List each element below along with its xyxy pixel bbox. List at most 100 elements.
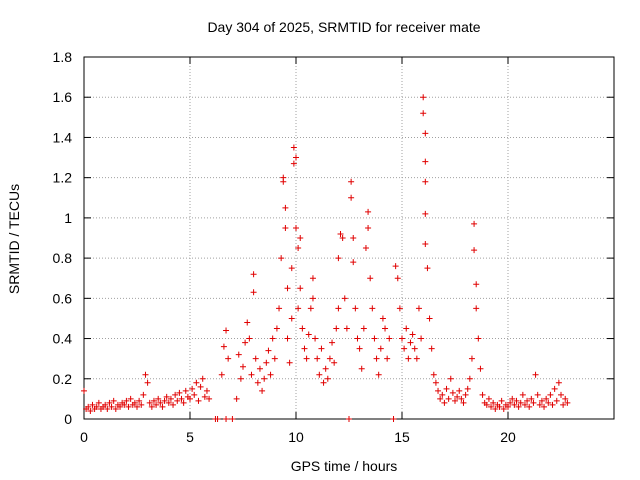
data-point: [157, 399, 164, 406]
data-point: [180, 399, 187, 406]
data-point: [420, 110, 427, 117]
data-point: [553, 397, 560, 404]
y-tick-label: 1.6: [53, 89, 73, 105]
data-point: [382, 325, 389, 332]
data-point: [322, 365, 329, 372]
data-point: [543, 395, 550, 402]
data-point: [163, 393, 170, 400]
data-point: [473, 281, 480, 288]
data-point: [297, 235, 304, 241]
data-point: [309, 295, 316, 302]
data-point: [449, 389, 456, 396]
data-point: [288, 315, 295, 322]
data-point: [346, 416, 352, 422]
data-point: [318, 345, 325, 352]
data-point: [558, 391, 564, 398]
data-point: [365, 208, 372, 215]
data-point: [148, 403, 155, 410]
data-point: [326, 355, 333, 362]
data-point: [267, 371, 274, 378]
data-point: [161, 397, 168, 404]
data-point: [456, 387, 463, 394]
data-point: [203, 387, 210, 394]
data-point: [505, 403, 511, 410]
data-point: [405, 355, 412, 362]
data-point: [435, 387, 442, 394]
data-point: [348, 178, 355, 185]
data-point: [420, 94, 427, 101]
data-point: [144, 379, 151, 386]
data-point: [220, 343, 227, 350]
data-point: [356, 345, 363, 352]
data-point: [507, 399, 514, 406]
data-point: [254, 379, 261, 386]
data-point: [415, 305, 422, 312]
data-point: [462, 391, 469, 398]
data-point: [422, 130, 429, 137]
data-point: [422, 210, 429, 217]
data-point: [165, 399, 172, 406]
data-point: [477, 365, 484, 372]
data-point: [225, 355, 232, 362]
data-point: [447, 375, 454, 382]
data-point: [379, 315, 386, 322]
data-point: [269, 335, 276, 342]
data-point: [150, 397, 157, 404]
data-point: [337, 230, 344, 237]
data-point: [250, 271, 257, 278]
data-point: [362, 245, 369, 252]
data-point: [430, 371, 437, 378]
data-point: [293, 224, 299, 231]
data-point: [174, 397, 181, 404]
data-point: [458, 395, 465, 402]
data-point: [411, 345, 418, 352]
plot-frame: [83, 56, 615, 420]
data-point: [295, 245, 302, 252]
data-point: [102, 401, 109, 408]
data-point: [367, 275, 374, 282]
data-point: [223, 416, 230, 422]
data-point: [263, 359, 270, 366]
y-tick-label: 0.8: [53, 250, 73, 266]
data-point: [473, 305, 480, 312]
data-point: [534, 391, 541, 398]
data-point: [199, 375, 206, 382]
x-axis-label: GPS time / hours: [291, 458, 398, 474]
data-point: [519, 391, 526, 398]
data-point: [403, 325, 410, 332]
data-point: [560, 401, 567, 408]
data-point: [360, 325, 367, 332]
data-point: [170, 401, 177, 408]
data-point: [485, 395, 492, 402]
data-point: [384, 355, 391, 362]
data-point: [123, 397, 130, 404]
data-point: [288, 265, 295, 272]
data-point: [81, 387, 87, 394]
data-point: [191, 391, 198, 398]
data-point: [500, 405, 507, 412]
data-point: [418, 335, 425, 342]
y-tick-label: 1.2: [53, 170, 73, 186]
data-point: [335, 255, 342, 262]
data-point: [206, 395, 213, 402]
data-point: [284, 285, 291, 292]
data-point: [460, 399, 467, 406]
data-point: [284, 335, 291, 342]
data-point: [396, 305, 403, 312]
data-point: [301, 345, 308, 352]
data-point: [369, 305, 376, 312]
data-point: [142, 371, 149, 378]
y-tick-label: 0: [64, 411, 72, 427]
data-point: [312, 335, 319, 342]
data-point: [454, 393, 461, 400]
data-point: [93, 403, 100, 410]
data-point: [297, 285, 304, 292]
data-point: [386, 335, 393, 342]
data-point: [117, 403, 124, 410]
data-point: [375, 371, 382, 378]
data-point: [541, 403, 548, 410]
data-point: [536, 401, 543, 408]
data-point: [121, 401, 128, 408]
data-point: [182, 387, 189, 394]
data-point: [413, 355, 420, 362]
